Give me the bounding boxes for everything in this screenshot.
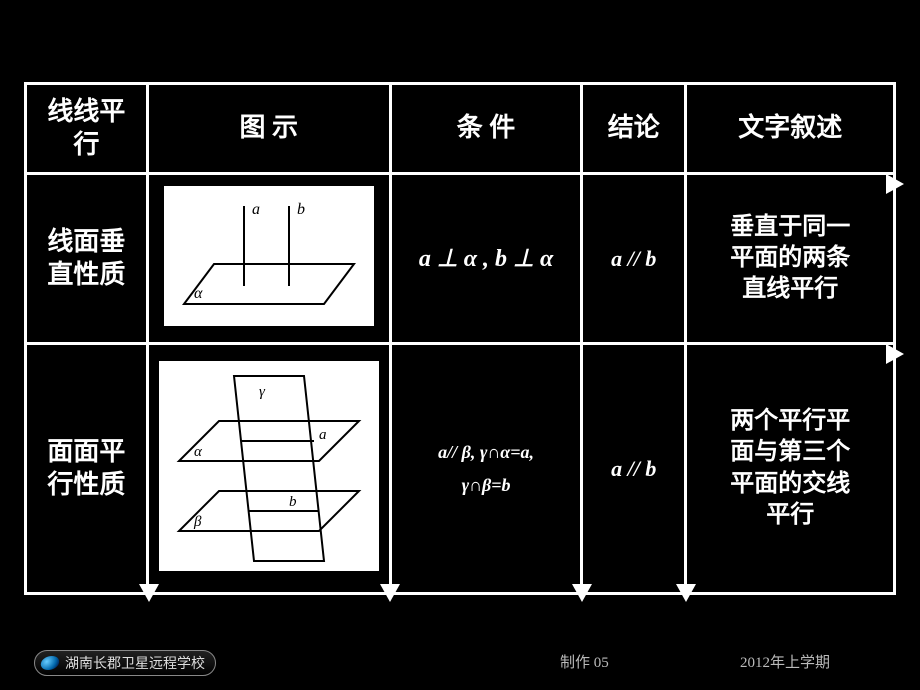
svg-text:b: b (297, 201, 305, 218)
svg-text:α: α (194, 285, 203, 302)
svg-text:a: a (252, 201, 260, 218)
row-label-plane-plane-parallel: 面面平行性质 (26, 344, 148, 594)
svg-text:β: β (193, 514, 202, 530)
geometry-properties-table: 线线平行 图 示 条 件 结论 文字叙述 线面垂直性质 a b α (24, 82, 896, 595)
swirl-icon (39, 656, 61, 670)
school-name: 湖南长郡卫星远程学校 (65, 653, 205, 673)
conclusion-cell-1: a // b (582, 174, 686, 344)
diagram-line-plane-perpendicular: a b α (164, 186, 374, 326)
arrow-down-icon (380, 584, 400, 602)
table-row: 线面垂直性质 a b α a ⊥ α , b ⊥ α a // b 垂直于同一平… (26, 174, 895, 344)
footer-term: 2012年上学期 (740, 651, 830, 672)
svg-text:b: b (289, 494, 297, 510)
header-conclusion: 结论 (582, 84, 686, 174)
table-header-row: 线线平行 图 示 条 件 结论 文字叙述 (26, 84, 895, 174)
condition-line-1: a// β, γ∩α=a, (396, 436, 576, 468)
arrow-down-icon (572, 584, 592, 602)
footer: 湖南长郡卫星远程学校 制作 05 2012年上学期 (0, 646, 920, 676)
header-description: 文字叙述 (686, 84, 895, 174)
condition-cell-1: a ⊥ α , b ⊥ α (390, 174, 581, 344)
svg-text:γ: γ (259, 384, 266, 400)
condition-line-2: γ∩β=b (396, 469, 576, 501)
description-cell-1: 垂直于同一平面的两条直线平行 (686, 174, 895, 344)
header-line-line-parallel: 线线平行 (26, 84, 148, 174)
school-logo: 湖南长郡卫星远程学校 (34, 650, 216, 676)
arrow-down-icon (676, 584, 696, 602)
header-diagram: 图 示 (147, 84, 390, 174)
arrow-right-icon (886, 344, 904, 364)
diagram-cell-1: a b α (147, 174, 390, 344)
footer-credit: 制作 05 (560, 651, 609, 672)
row-label-line-plane-perp: 线面垂直性质 (26, 174, 148, 344)
slide-table-container: 线线平行 图 示 条 件 结论 文字叙述 线面垂直性质 a b α (24, 82, 896, 592)
condition-cell-2: a// β, γ∩α=a, γ∩β=b (390, 344, 581, 594)
svg-text:a: a (319, 427, 327, 443)
svg-text:α: α (194, 444, 203, 460)
diagram-planes-parallel: γ a b α β (159, 361, 379, 571)
arrow-right-icon (886, 174, 904, 194)
header-condition: 条 件 (390, 84, 581, 174)
arrow-down-icon (139, 584, 159, 602)
diagram-cell-2: γ a b α β (147, 344, 390, 594)
table-row: 面面平行性质 γ a (26, 344, 895, 594)
description-cell-2: 两个平行平面与第三个平面的交线平行 (686, 344, 895, 594)
conclusion-cell-2: a // b (582, 344, 686, 594)
